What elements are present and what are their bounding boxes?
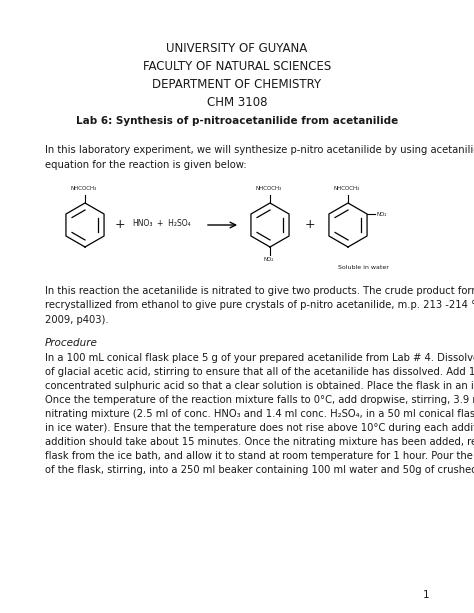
Text: In this laboratory experiment, we will synthesize p-nitro acetanilide by using a: In this laboratory experiment, we will s… [45, 145, 474, 155]
Text: NO₂: NO₂ [376, 211, 387, 216]
Text: NHCOCH₃: NHCOCH₃ [256, 186, 283, 191]
Text: CHM 3108: CHM 3108 [207, 96, 267, 109]
Text: 2009, p403).: 2009, p403). [45, 315, 109, 325]
Text: NHCOCH₃: NHCOCH₃ [334, 186, 360, 191]
Text: of glacial acetic acid, stirring to ensure that all of the acetanilide has disso: of glacial acetic acid, stirring to ensu… [45, 367, 474, 377]
Text: equation for the reaction is given below:: equation for the reaction is given below… [45, 159, 246, 170]
Text: concentrated sulphuric acid so that a clear solution is obtained. Place the flas: concentrated sulphuric acid so that a cl… [45, 381, 474, 391]
Text: Lab 6: Synthesis of p-nitroacetanilide from acetanilide: Lab 6: Synthesis of p-nitroacetanilide f… [76, 116, 398, 126]
Text: In this reaction the acetanilide is nitrated to give two products. The crude pro: In this reaction the acetanilide is nitr… [45, 286, 474, 296]
Text: NHCOCH₃: NHCOCH₃ [71, 186, 97, 191]
Text: DEPARTMENT OF CHEMISTRY: DEPARTMENT OF CHEMISTRY [153, 78, 321, 91]
Text: In a 100 mL conical flask place 5 g of your prepared acetanilide from Lab # 4. D: In a 100 mL conical flask place 5 g of y… [45, 353, 474, 363]
Text: nitrating mixture (2.5 ml of conc. HNO₃ and 1.4 ml conc. H₂SO₄, in a 50 ml conic: nitrating mixture (2.5 ml of conc. HNO₃ … [45, 409, 474, 419]
Text: FACULTY OF NATURAL SCIENCES: FACULTY OF NATURAL SCIENCES [143, 60, 331, 73]
Text: Procedure: Procedure [45, 338, 98, 348]
Text: flask from the ice bath, and allow it to stand at room temperature for 1 hour. P: flask from the ice bath, and allow it to… [45, 451, 474, 461]
Text: +  H₂SO₄: + H₂SO₄ [157, 219, 191, 229]
Text: Soluble in water: Soluble in water [338, 265, 389, 270]
Text: +: + [115, 218, 125, 232]
Text: recrystallized from ethanol to give pure crystals of p-nitro acetanilide, m.p. 2: recrystallized from ethanol to give pure… [45, 300, 474, 311]
Text: +: + [305, 218, 315, 232]
Text: addition should take about 15 minutes. Once the nitrating mixture has been added: addition should take about 15 minutes. O… [45, 437, 474, 447]
Text: UNIVERSITY OF GUYANA: UNIVERSITY OF GUYANA [166, 42, 308, 55]
Text: Once the temperature of the reaction mixture falls to 0°C, add dropwise, stirrin: Once the temperature of the reaction mix… [45, 395, 474, 405]
Text: HNO₃: HNO₃ [132, 219, 153, 229]
Text: of the flask, stirring, into a 250 ml beaker containing 100 ml water and 50g of : of the flask, stirring, into a 250 ml be… [45, 465, 474, 475]
Text: 1: 1 [422, 590, 429, 600]
Text: NO₂: NO₂ [264, 257, 274, 262]
Text: in ice water). Ensure that the temperature does not rise above 10°C during each : in ice water). Ensure that the temperatu… [45, 423, 474, 433]
